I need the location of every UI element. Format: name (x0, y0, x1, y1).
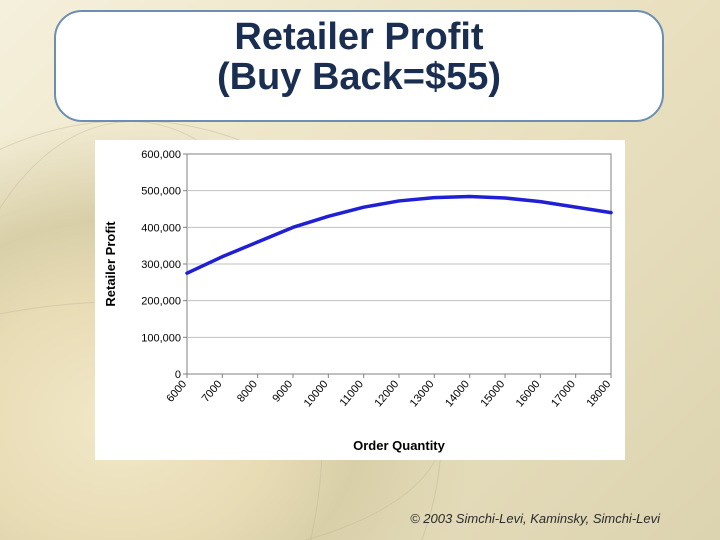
svg-text:Retailer Profit: Retailer Profit (103, 221, 118, 307)
copyright-footer: © 2003 Simchi-Levi, Kaminsky, Simchi-Lev… (410, 511, 660, 526)
slide-title: Retailer Profit (Buy Back=$55) (56, 12, 662, 98)
svg-text:300,000: 300,000 (141, 259, 181, 271)
svg-text:500,000: 500,000 (141, 186, 181, 198)
retailer-profit-chart: 0100,000200,000300,000400,000500,000600,… (95, 140, 625, 460)
slide-background: Retailer Profit (Buy Back=$55) 0100,0002… (0, 0, 720, 540)
title-line-2: (Buy Back=$55) (56, 58, 662, 98)
svg-text:Order Quantity: Order Quantity (353, 438, 446, 453)
title-line-1: Retailer Profit (56, 18, 662, 58)
svg-text:100,000: 100,000 (141, 332, 181, 344)
svg-text:600,000: 600,000 (141, 149, 181, 161)
svg-text:200,000: 200,000 (141, 296, 181, 308)
chart-container: 0100,000200,000300,000400,000500,000600,… (95, 140, 625, 460)
svg-text:400,000: 400,000 (141, 222, 181, 234)
title-box: Retailer Profit (Buy Back=$55) (54, 10, 664, 122)
